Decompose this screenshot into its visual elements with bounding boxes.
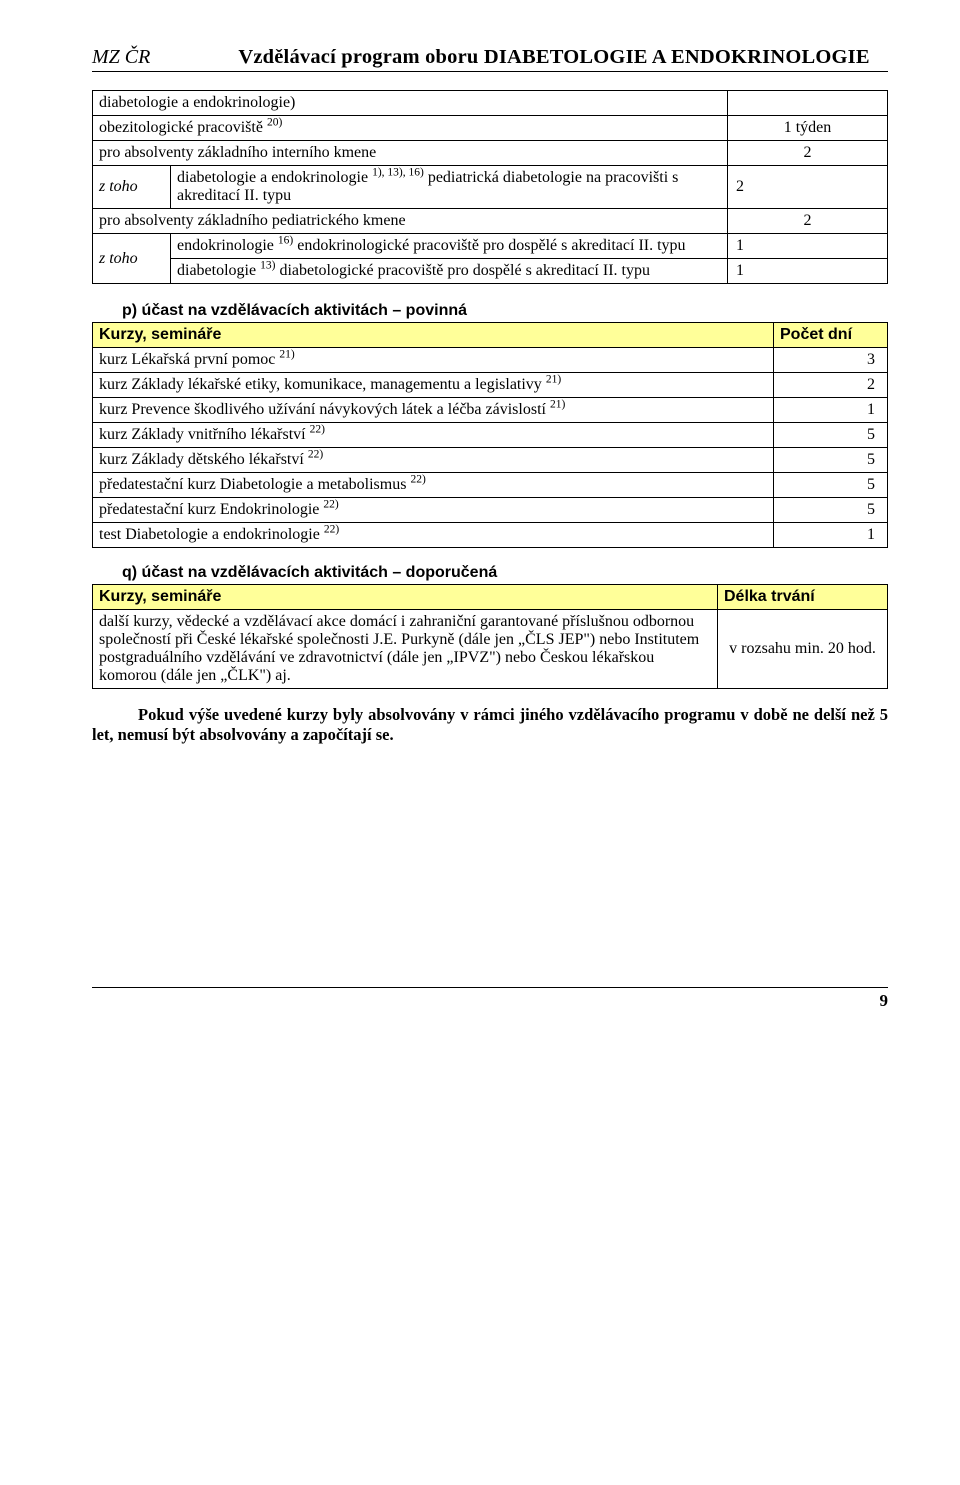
table-row: kurz Základy lékařské etiky, komunikace,… — [93, 373, 888, 398]
cell-label: obezitologické pracoviště 20) — [93, 116, 728, 141]
bottom-paragraph: Pokud výše uvedené kurzy byly absolvován… — [92, 705, 888, 745]
cell-value: 1 — [728, 259, 888, 284]
table-row: obezitologické pracoviště 20) 1 týden — [93, 116, 888, 141]
cell-value: 1 týden — [728, 116, 888, 141]
cell-label: diabetologie 13) diabetologické pracoviš… — [171, 259, 728, 284]
column-header: Počet dní — [774, 323, 888, 348]
cell-value: 1 — [728, 234, 888, 259]
table-row: pro absolventy základního interního kmen… — [93, 141, 888, 166]
header-left: MZ ČR — [92, 46, 150, 69]
cell-value — [728, 91, 888, 116]
table-section-p: Kurzy, semináře Počet dní kurz Lékařská … — [92, 322, 888, 548]
table-row: předatestační kurz Endokrinologie 22)5 — [93, 498, 888, 523]
header-rule — [92, 71, 888, 72]
cell-label: pro absolventy základního interního kmen… — [93, 141, 728, 166]
footer-rule — [92, 987, 888, 988]
table-row: Kurzy, semináře Délka trvání — [93, 585, 888, 610]
column-header: Kurzy, semináře — [93, 323, 774, 348]
cell-value: 1 — [774, 523, 888, 548]
cell-value: 5 — [774, 448, 888, 473]
table-row: diabetologie a endokrinologie) — [93, 91, 888, 116]
cell-value: 1 — [774, 398, 888, 423]
cell-label: předatestační kurz Diabetologie a metabo… — [93, 473, 774, 498]
cell-label: další kurzy, vědecké a vzdělávací akce d… — [93, 610, 718, 689]
column-header: Kurzy, semináře — [93, 585, 718, 610]
cell-label: kurz Základy lékařské etiky, komunikace,… — [93, 373, 774, 398]
table-row: kurz Základy dětského lékařství 22)5 — [93, 448, 888, 473]
cell-value: 2 — [774, 373, 888, 398]
table-row: z toho diabetologie a endokrinologie 1),… — [93, 166, 888, 209]
cell-label: test Diabetologie a endokrinologie 22) — [93, 523, 774, 548]
table-section-q: Kurzy, semináře Délka trvání další kurzy… — [92, 584, 888, 689]
page-container: MZ ČR Vzdělávací program oboru DIABETOLO… — [0, 0, 960, 1041]
section-q-label: q) účast na vzdělávacích aktivitách – do… — [122, 564, 888, 582]
cell-value: 3 — [774, 348, 888, 373]
table-program: diabetologie a endokrinologie) obezitolo… — [92, 90, 888, 284]
table-row: pro absolventy základního pediatrického … — [93, 209, 888, 234]
cell-label: předatestační kurz Endokrinologie 22) — [93, 498, 774, 523]
table-row: další kurzy, vědecké a vzdělávací akce d… — [93, 610, 888, 689]
page-header: MZ ČR Vzdělávací program oboru DIABETOLO… — [92, 46, 888, 69]
cell-value: 2 — [728, 141, 888, 166]
cell-label: kurz Lékařská první pomoc 21) — [93, 348, 774, 373]
cell-label: endokrinologie 16) endokrinologické prac… — [171, 234, 728, 259]
cell-label: diabetologie a endokrinologie) — [93, 91, 728, 116]
cell-value: 5 — [774, 498, 888, 523]
cell-label: diabetologie a endokrinologie 1), 13), 1… — [171, 166, 728, 209]
table-row: kurz Prevence škodlivého užívání návykov… — [93, 398, 888, 423]
cell-label: kurz Základy vnitřního lékařství 22) — [93, 423, 774, 448]
table-row: z toho endokrinologie 16) endokrinologic… — [93, 234, 888, 259]
table-row: předatestační kurz Diabetologie a metabo… — [93, 473, 888, 498]
bottom-paragraph-text: Pokud výše uvedené kurzy byly absolvován… — [92, 705, 888, 744]
cell-label: pro absolventy základního pediatrického … — [93, 209, 728, 234]
table-row: kurz Základy vnitřního lékařství 22)5 — [93, 423, 888, 448]
column-header: Délka trvání — [718, 585, 888, 610]
cell-value: 5 — [774, 423, 888, 448]
page-number: 9 — [92, 991, 888, 1011]
table-row: test Diabetologie a endokrinologie 22)1 — [93, 523, 888, 548]
cell-label: kurz Prevence škodlivého užívání návykov… — [93, 398, 774, 423]
cell-value: v rozsahu min. 20 hod. — [718, 610, 888, 689]
cell-label: kurz Základy dětského lékařství 22) — [93, 448, 774, 473]
cell-value: 2 — [728, 166, 888, 209]
cell-value: 2 — [728, 209, 888, 234]
table-row: kurz Lékařská první pomoc 21)3 — [93, 348, 888, 373]
table-row: diabetologie 13) diabetologické pracoviš… — [93, 259, 888, 284]
table-row: Kurzy, semináře Počet dní — [93, 323, 888, 348]
cell-value: 5 — [774, 473, 888, 498]
section-p-label: p) účast na vzdělávacích aktivitách – po… — [122, 302, 888, 320]
cell-ztoho: z toho — [93, 166, 171, 209]
header-title: Vzdělávací program oboru DIABETOLOGIE A … — [238, 46, 869, 69]
cell-ztoho: z toho — [93, 234, 171, 284]
